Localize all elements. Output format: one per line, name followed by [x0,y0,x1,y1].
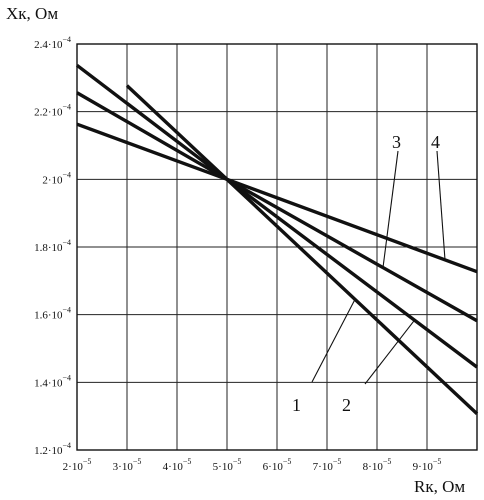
y-tick-labels: 1.2·10−4 1.4·10−4 1.6·10−4 1.8·10−4 2·10−4 2.… [34,35,71,457]
callout-label-3: 3 [392,132,401,152]
x-axis-title: Rк, Ом [414,477,465,496]
callout-leader-3 [383,151,398,268]
y-tick-label: 1.4·10−4 [34,373,71,389]
x-tick-label: 5·10−5 [213,457,242,473]
x-tick-label: 8·10−5 [363,457,392,473]
x-tick-label: 7·10−5 [313,457,342,473]
y-tick-label: 1.6·10−4 [34,306,71,322]
series-line-1 [127,86,477,414]
x-tick-label: 6·10−5 [263,457,292,473]
y-tick-label: 1.2·10−4 [34,441,71,457]
y-axis-title: Xк, Ом [6,4,58,23]
x-tick-label: 4·10−5 [163,457,192,473]
callout-label-1: 1 [292,395,301,415]
y-tick-label: 2.2·10−4 [34,103,71,119]
callout-leader-1 [312,299,355,382]
callout-label-2: 2 [342,395,351,415]
callouts: 1 2 3 4 [292,132,445,415]
x-tick-label: 3·10−5 [113,457,142,473]
callout-leader-4 [437,151,445,260]
x-tick-label: 2·10−5 [63,457,92,473]
x-tick-label: 9·10−5 [413,457,442,473]
y-tick-label: 1.8·10−4 [34,238,71,254]
callout-label-4: 4 [431,132,440,152]
y-tick-label: 2.4·10−4 [34,35,71,51]
grid [77,44,477,450]
x-tick-labels: 2·10−5 3·10−5 4·10−5 5·10−5 6·10−5 7·10−5 8·10… [63,457,442,473]
y-tick-label: 2·10−4 [42,170,71,186]
